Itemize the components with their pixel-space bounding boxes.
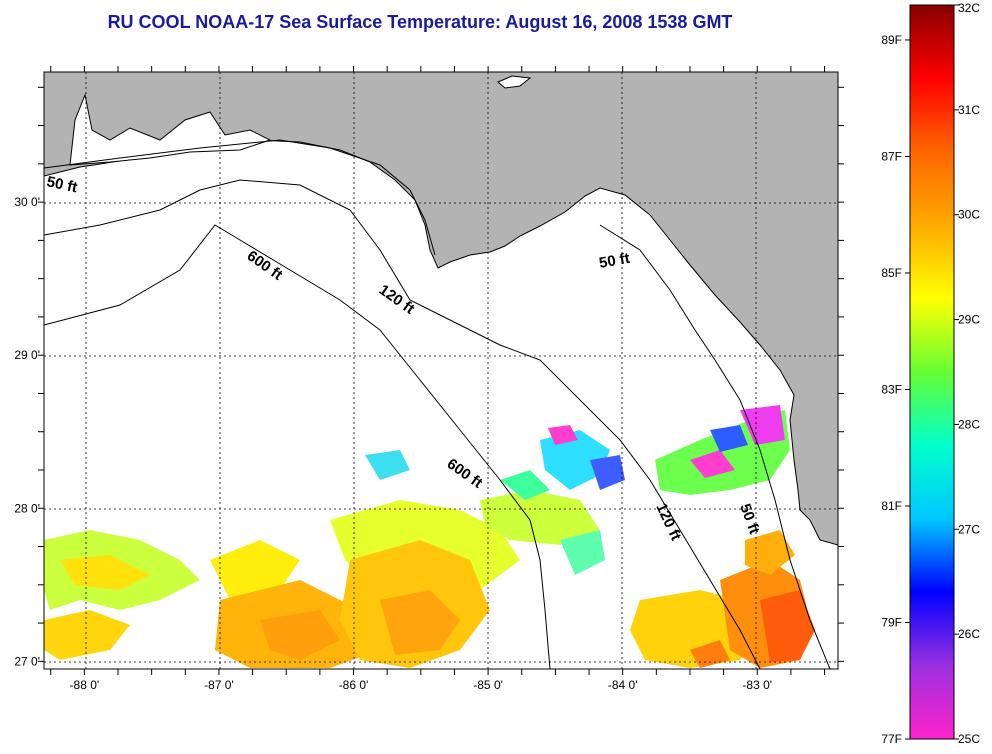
celsius-label: 29C xyxy=(958,313,980,327)
fahrenheit-label: 77F xyxy=(881,732,902,746)
fahrenheit-label: 87F xyxy=(881,149,902,163)
latitude-tick-label: 28 0' xyxy=(14,501,40,515)
graticule xyxy=(44,72,838,669)
small-lake xyxy=(497,75,532,89)
celsius-label: 32C xyxy=(958,1,980,15)
map-title: RU COOL NOAA-17 Sea Surface Temperature:… xyxy=(107,12,733,32)
longitude-tick-label: -86 0' xyxy=(339,678,369,692)
depth-contours xyxy=(44,139,831,669)
fahrenheit-label: 81F xyxy=(881,499,902,513)
map-border xyxy=(43,71,839,670)
latitude-tick-label: 30 0' xyxy=(14,195,40,209)
contour-600ft xyxy=(44,224,551,669)
longitude-tick-label: -85 0' xyxy=(473,678,503,692)
contour-label: 50 ft xyxy=(598,250,631,272)
fahrenheit-label: 89F xyxy=(881,33,902,47)
axis-ticks xyxy=(38,66,844,675)
celsius-label: 30C xyxy=(958,208,980,222)
celsius-label: 31C xyxy=(958,103,980,117)
fahrenheit-label: 79F xyxy=(881,615,902,629)
fahrenheit-label: 85F xyxy=(881,266,902,280)
celsius-label: 28C xyxy=(958,417,980,431)
contour-50ft-east xyxy=(599,224,831,669)
longitude-labels: -88 0' -87 0' -86 0' -85 0' -84 0' -83 0' xyxy=(70,678,773,692)
colorbar xyxy=(909,4,955,740)
colorbar-labels: 32C 31C 30C 29C 28C 27C 26C 25C 89F 87F 85F 83F 81F 7… xyxy=(881,1,980,746)
celsius-label: 25C xyxy=(958,732,980,746)
latitude-labels: 30 0' 29 0' 28 0' 27 0' xyxy=(14,195,40,668)
contour-50ft-west xyxy=(44,139,436,256)
latitude-tick-label: 29 0' xyxy=(14,348,40,362)
longitude-tick-label: -88 0' xyxy=(70,678,100,692)
longitude-tick-label: -83 0' xyxy=(742,678,772,692)
sst-data-layer xyxy=(44,405,815,668)
longitude-tick-label: -87 0' xyxy=(204,678,234,692)
contour-label: 50 ft xyxy=(45,173,79,196)
celsius-label: 27C xyxy=(958,522,980,536)
latitude-tick-label: 27 0' xyxy=(14,654,40,668)
fahrenheit-label: 83F xyxy=(881,382,902,396)
celsius-label: 26C xyxy=(958,627,980,641)
longitude-tick-label: -84 0' xyxy=(608,678,638,692)
contour-120ft xyxy=(44,179,761,669)
